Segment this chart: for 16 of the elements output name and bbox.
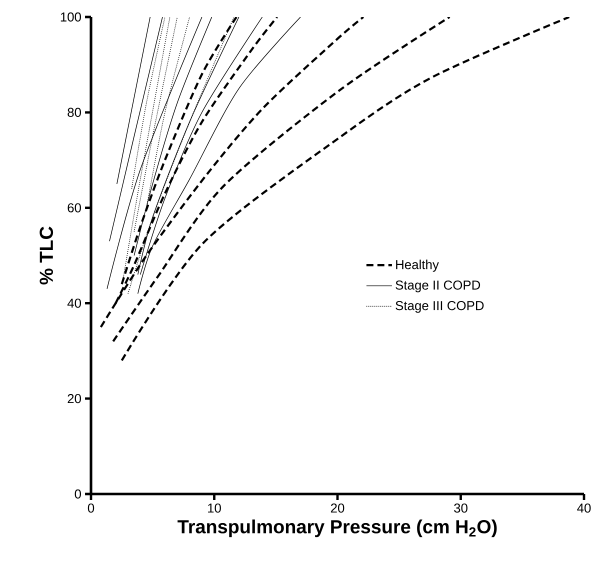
- y-tick-label: 100: [60, 12, 81, 22]
- y-tick-label: 0: [74, 489, 81, 499]
- y-tick-label: 20: [68, 394, 81, 404]
- legend-label: Stage II COPD: [396, 280, 480, 292]
- y-axis-title: % TLC: [40, 226, 54, 284]
- legend-label: Stage III COPD: [396, 301, 484, 313]
- y-tick-label: 40: [67, 298, 81, 308]
- y-tick-label: 80: [68, 108, 81, 117]
- x-tick-label: 30: [454, 503, 468, 513]
- x-tick-label: 0: [88, 503, 94, 513]
- x-tick-label: 20: [330, 503, 344, 513]
- x-tick-label: 10: [208, 503, 221, 513]
- x-tick-label: 40: [577, 503, 591, 513]
- y-tick-label: 60: [68, 203, 81, 212]
- legend-label: Healthy: [396, 260, 439, 272]
- x-axis-title: Transpulmonary Pressure (cm H$_{2}$O): [178, 520, 497, 538]
